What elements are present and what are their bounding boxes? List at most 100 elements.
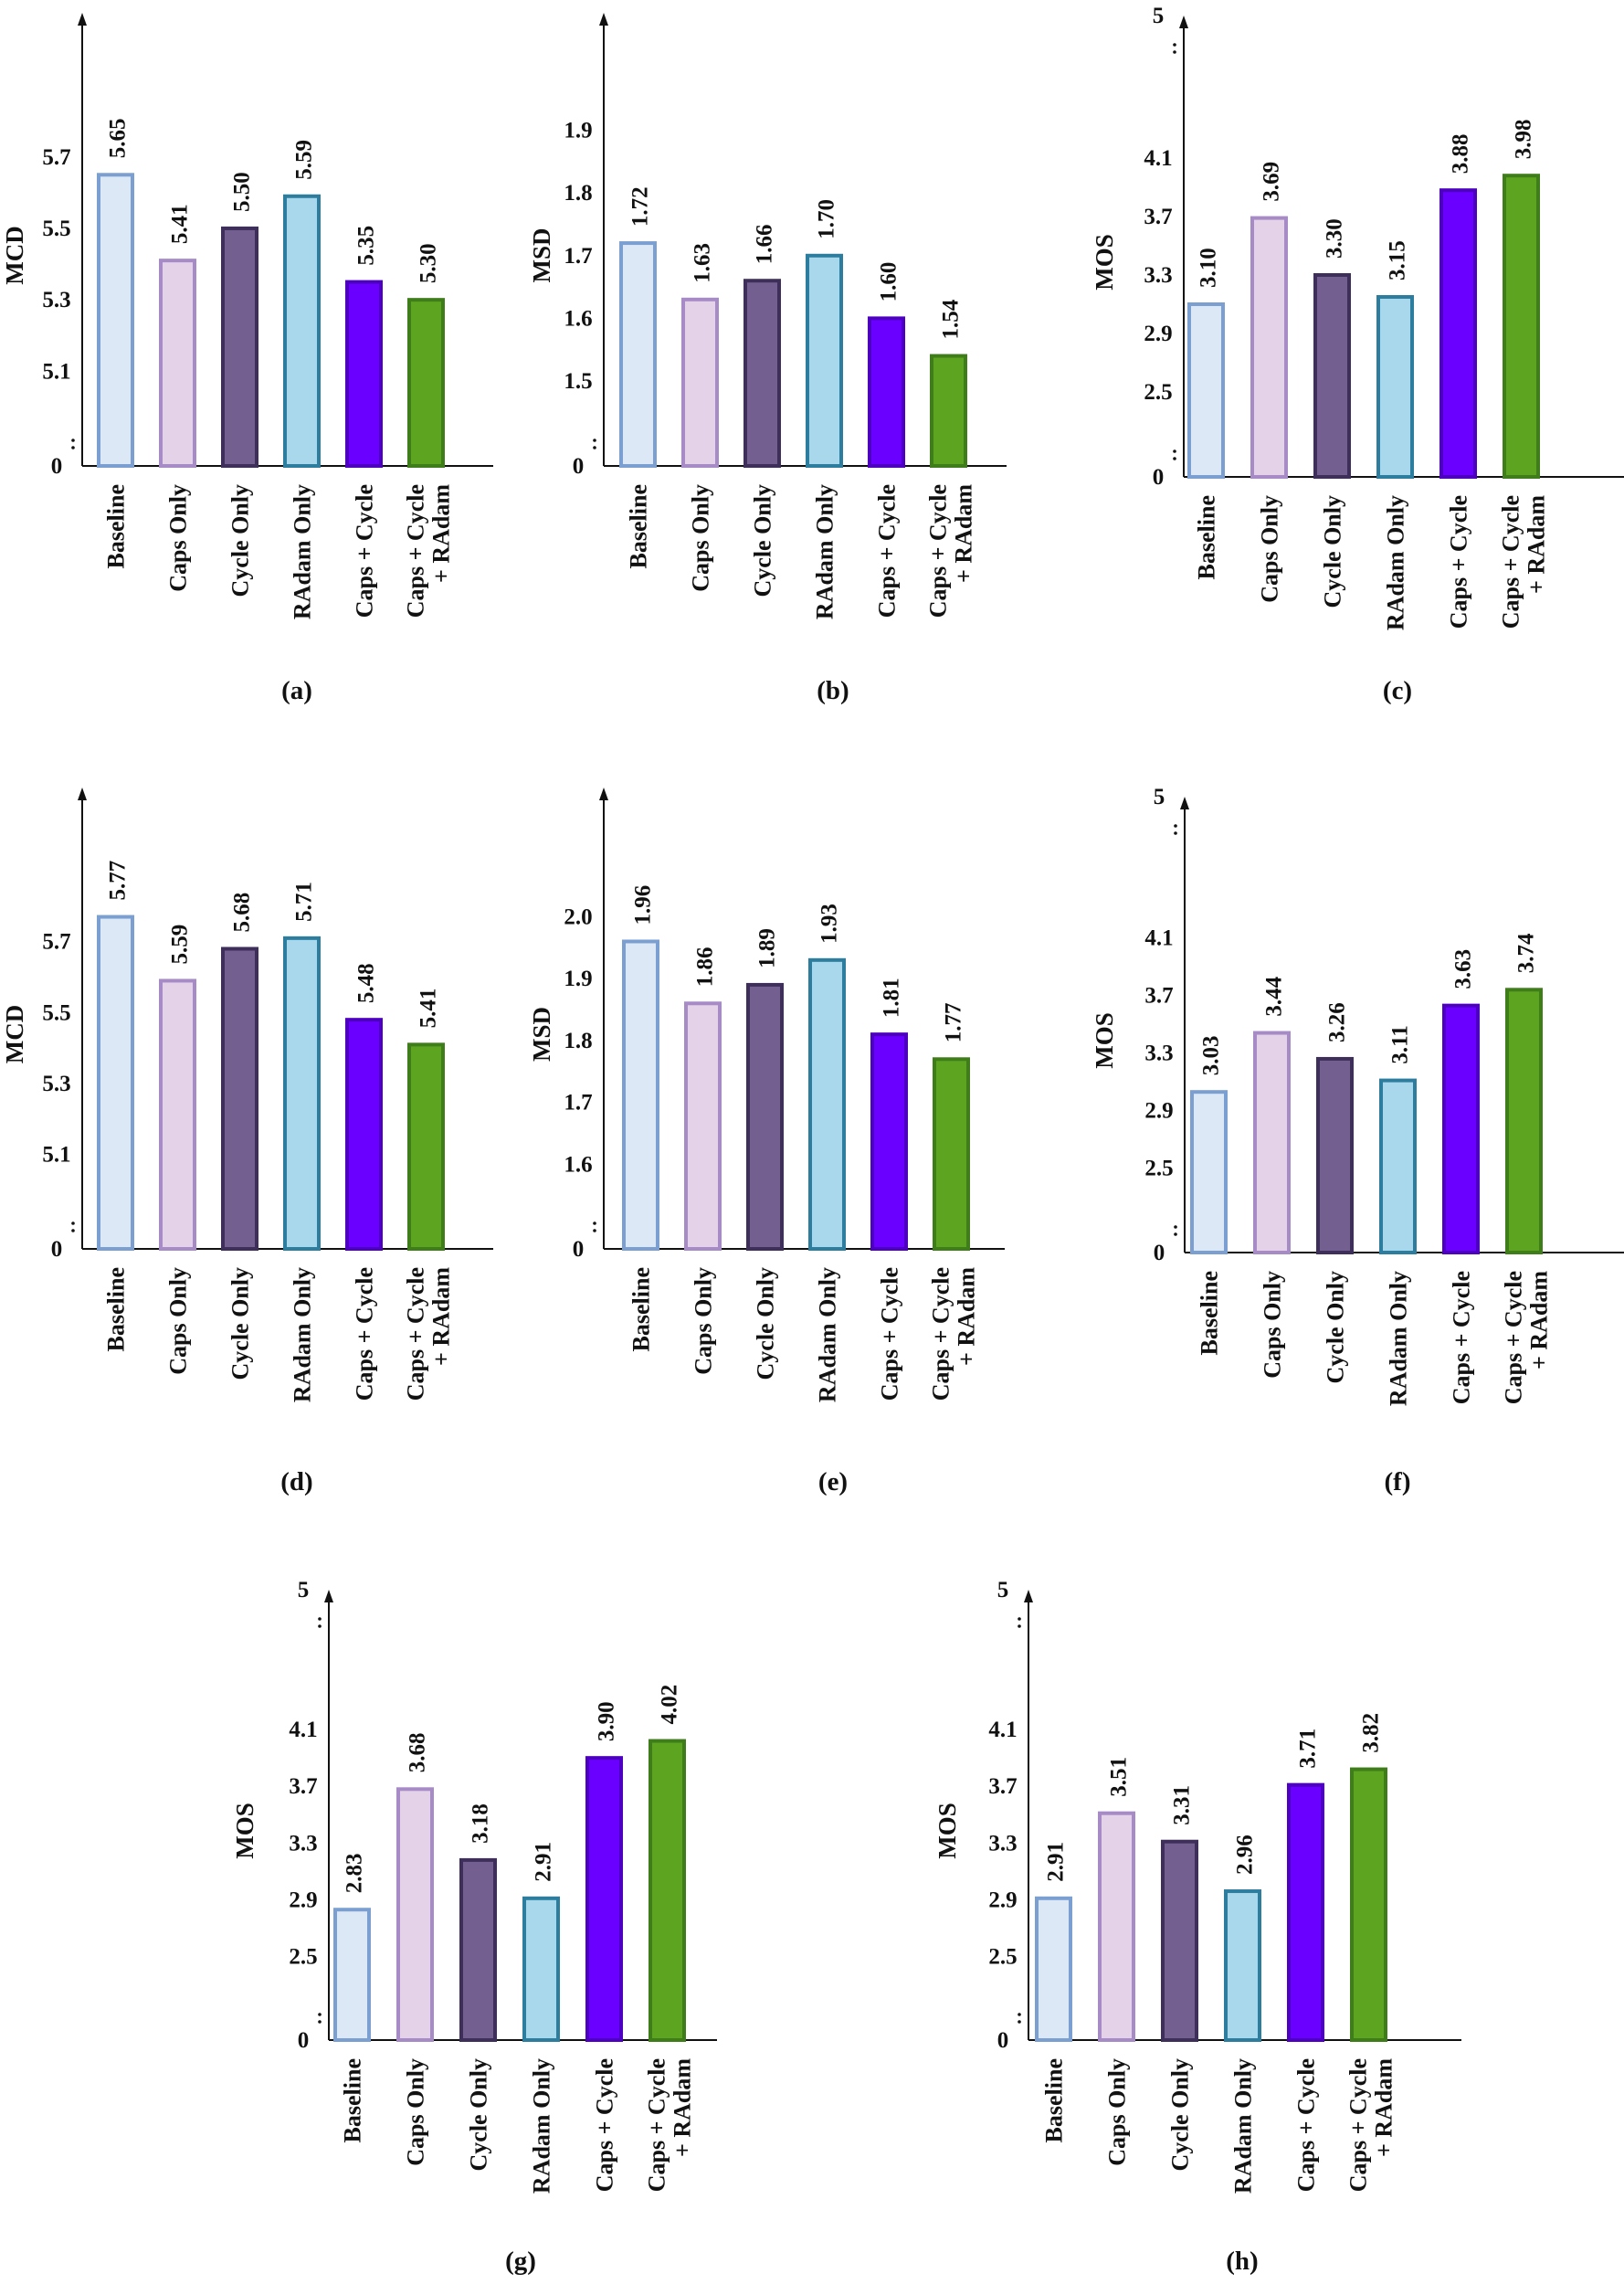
y-tick-label: 2.9 (988, 1887, 1017, 1912)
bar (407, 1042, 445, 1252)
data-label: 1.81 (880, 978, 904, 1018)
y-tick-top-label: 5 (1154, 785, 1165, 809)
bar (930, 354, 967, 468)
axis-break-dot-icon (1174, 1232, 1177, 1236)
axis-break-dot-icon (593, 446, 596, 449)
bar (622, 939, 659, 1252)
data-label: 4.02 (658, 1685, 682, 1725)
category-label: Cycle Only (1320, 495, 1346, 608)
bar (1190, 1090, 1228, 1255)
data-label: 3.31 (1170, 1785, 1195, 1825)
bar (808, 957, 846, 1252)
data-label: 1.96 (631, 885, 656, 925)
panel-caption: (c) (1383, 676, 1412, 705)
y-tick-label: 2.0 (564, 904, 592, 929)
data-label: 1.63 (691, 243, 715, 283)
axis-break-dot-icon (593, 1229, 596, 1232)
panel-caption: (a) (281, 676, 312, 705)
bar (283, 936, 321, 1251)
y-axis-label: MSD (528, 228, 555, 283)
category-label: RAdam Only (815, 1267, 841, 1402)
category-label: Cycle Only (1323, 1271, 1349, 1384)
bar (649, 1739, 686, 2042)
y-tick-zero-label: 0 (997, 2028, 1009, 2053)
panel-caption: (b) (817, 676, 849, 705)
data-label: 3.82 (1359, 1713, 1384, 1753)
chart-panel: 0 5 2.5 2.9 3.3 3.7 4.1 MOS 2.83 Baseline 3.68 Caps… (231, 1578, 717, 2276)
y-tick-label: 3.7 (1144, 205, 1172, 229)
y-axis-arrow-icon (599, 13, 608, 26)
category-label: Cycle Only (1167, 2058, 1194, 2172)
data-label: 2.96 (1233, 1835, 1258, 1875)
y-axis-arrow-icon (78, 13, 87, 26)
category-label: Cycle Only (466, 2058, 492, 2172)
axis-break-dot-icon (318, 2013, 322, 2016)
category-label: Baseline (1194, 495, 1220, 579)
data-label: 1.70 (815, 199, 839, 239)
category-label: Caps + Cycle (877, 1267, 903, 1401)
y-tick-zero-label: 0 (298, 2028, 310, 2053)
y-tick-top-label: 5 (997, 1578, 1009, 1602)
bar (345, 1018, 383, 1252)
bar (619, 241, 657, 469)
category-label: Caps Only (1104, 2058, 1131, 2166)
bar (1224, 1889, 1261, 2043)
axis-break-dot-icon (1174, 1225, 1177, 1229)
data-label: 3.26 (1325, 1002, 1350, 1042)
bar (159, 259, 196, 469)
bar (870, 1032, 908, 1251)
category-label: Caps + Cycle (352, 484, 378, 618)
y-tick-label: 1.5 (564, 369, 592, 394)
y-tick-label: 1.6 (564, 1153, 592, 1178)
bar (283, 194, 321, 468)
bar (159, 978, 196, 1251)
axis-break-dot-icon (71, 439, 75, 442)
axis-break-dot-icon (71, 1221, 75, 1225)
data-label: 5.41 (417, 989, 441, 1029)
category-label: Caps Only (403, 2058, 429, 2166)
y-tick-zero-label: 0 (51, 1237, 63, 1262)
axis-break-dot-icon (71, 1229, 75, 1232)
category-label: Caps + Cycle (1449, 1271, 1475, 1404)
data-label: 3.88 (1449, 133, 1473, 174)
bar (1250, 216, 1288, 479)
category-label: Baseline (628, 1267, 655, 1351)
axis-break-dot-icon (1018, 2013, 1021, 2016)
axis-break-dot-icon (593, 439, 596, 442)
data-label: 2.91 (532, 1842, 556, 1882)
y-axis-label: MCD (1, 226, 28, 284)
bar (585, 1756, 623, 2043)
panel-caption: (f) (1385, 1467, 1411, 1496)
axis-break-dot-icon (1174, 824, 1177, 828)
data-label: 5.77 (106, 861, 131, 901)
y-tick-label: 3.3 (1144, 1042, 1173, 1066)
y-tick-label: 5.1 (42, 359, 70, 384)
category-label: Caps Only (1260, 1271, 1286, 1379)
bar (746, 982, 784, 1252)
y-tick-zero-label: 0 (51, 454, 63, 479)
y-tick-label: 1.7 (564, 1091, 592, 1116)
category-label: RAdam Only (1386, 1271, 1412, 1406)
axis-break-dot-icon (1173, 50, 1176, 54)
data-label: 5.65 (106, 119, 131, 159)
y-tick-label: 1.7 (564, 244, 592, 269)
data-label: 1.60 (877, 262, 902, 302)
y-tick-label: 2.9 (289, 1887, 317, 1912)
y-tick-label: 4.1 (1144, 146, 1172, 171)
axis-break-dot-icon (1173, 43, 1176, 47)
category-label: Caps + Cycle (403, 484, 429, 618)
category-label: Caps + Cycle (644, 2058, 670, 2192)
bar (97, 915, 134, 1251)
bar (806, 253, 843, 468)
y-tick-top-label: 5 (298, 1578, 310, 1602)
category-label-continued: + RAdam (954, 1267, 980, 1366)
category-label: Caps + Cycle (874, 484, 901, 618)
panel-caption: (g) (505, 2247, 536, 2276)
bar (684, 1001, 722, 1252)
y-tick-label: 4.1 (289, 1718, 317, 1742)
data-label: 1.54 (939, 299, 964, 339)
y-tick-label: 5.7 (42, 930, 70, 955)
data-label: 3.68 (406, 1733, 430, 1773)
category-label: Cycle Only (227, 484, 254, 597)
category-label: Cycle Only (750, 484, 776, 597)
